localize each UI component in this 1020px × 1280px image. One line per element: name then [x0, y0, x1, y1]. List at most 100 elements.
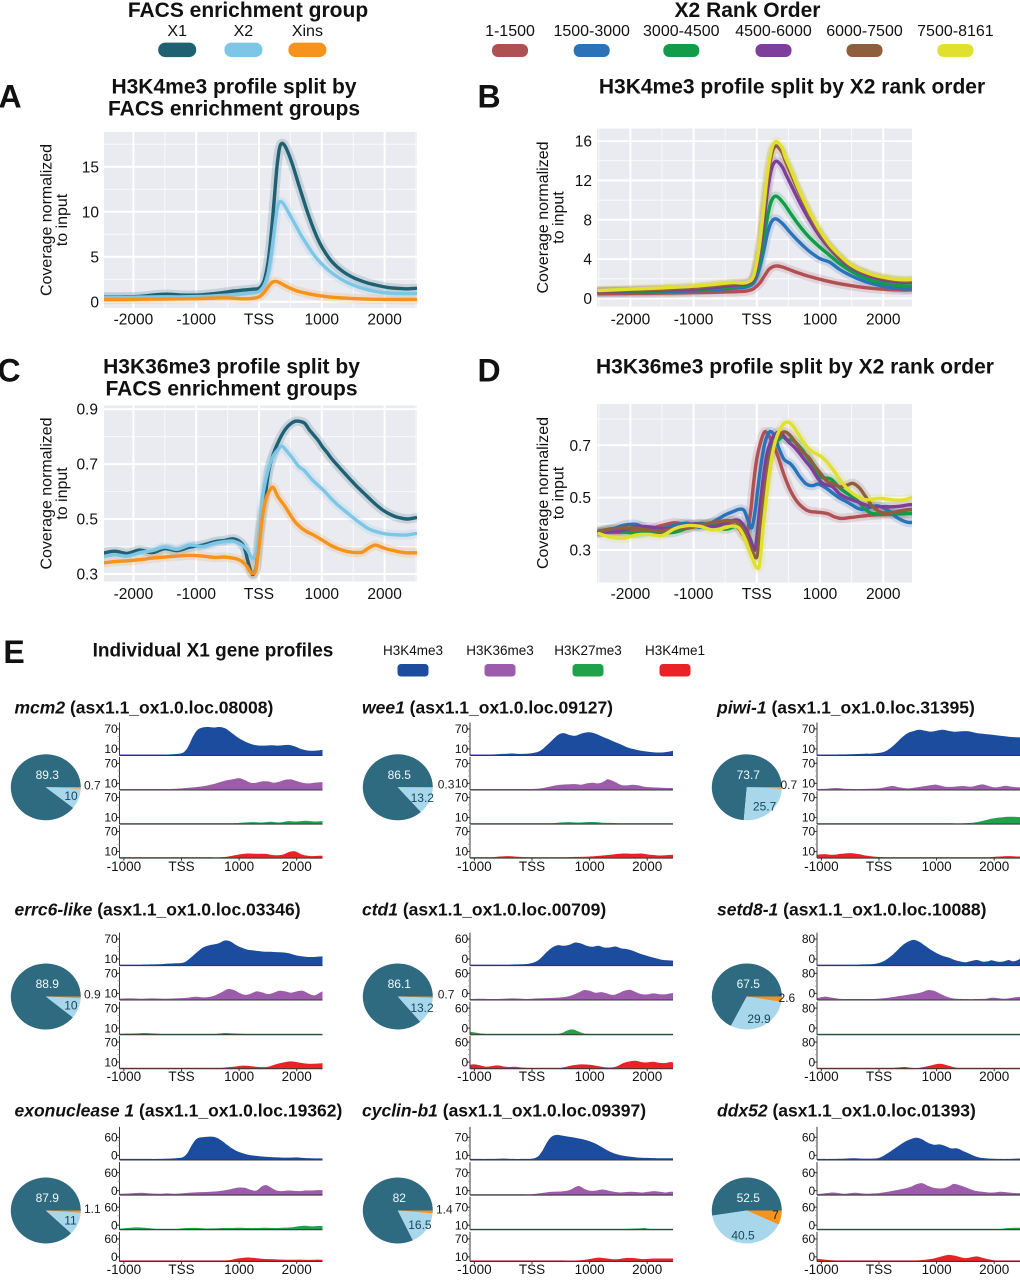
svg-text:-1000: -1000 — [457, 859, 492, 874]
svg-text:89.3: 89.3 — [36, 768, 60, 782]
svg-text:15: 15 — [82, 159, 99, 176]
svg-text:2000: 2000 — [632, 859, 662, 874]
svg-text:TSS: TSS — [168, 1262, 194, 1277]
svg-text:80: 80 — [802, 932, 816, 946]
svg-text:0: 0 — [111, 1149, 118, 1163]
svg-text:0: 0 — [809, 952, 816, 966]
svg-text:10: 10 — [104, 987, 118, 1001]
svg-text:88.9: 88.9 — [36, 977, 60, 991]
svg-text:86.1: 86.1 — [388, 977, 412, 991]
svg-text:13.2: 13.2 — [410, 1001, 434, 1015]
svg-text:10: 10 — [455, 1149, 469, 1163]
svg-text:-1000: -1000 — [674, 312, 714, 329]
svg-text:70: 70 — [104, 1035, 118, 1049]
svg-text:1000: 1000 — [575, 1069, 605, 1084]
svg-text:10: 10 — [802, 742, 816, 756]
svg-text:-1000: -1000 — [804, 1262, 839, 1277]
svg-text:wee1 (asx1.1_ox1.0.loc.09127): wee1 (asx1.1_ox1.0.loc.09127) — [362, 698, 613, 718]
svg-text:60: 60 — [455, 1035, 469, 1049]
svg-text:exonuclease 1 (asx1.1_ox1.0.lo: exonuclease 1 (asx1.1_ox1.0.loc.19362) — [15, 1101, 343, 1121]
svg-text:40.5: 40.5 — [731, 1229, 755, 1243]
svg-text:0: 0 — [809, 1184, 816, 1198]
svg-text:piwi-1 (asx1.1_ox1.0.loc.31395: piwi-1 (asx1.1_ox1.0.loc.31395) — [716, 698, 975, 718]
svg-text:0: 0 — [809, 987, 816, 1001]
svg-text:10: 10 — [455, 742, 469, 756]
svg-text:10: 10 — [104, 777, 118, 791]
svg-text:10: 10 — [104, 952, 118, 966]
svg-text:TSS: TSS — [742, 586, 772, 603]
svg-text:60: 60 — [455, 967, 469, 981]
svg-text:70: 70 — [455, 1166, 469, 1180]
svg-text:to input: to input — [551, 466, 568, 519]
svg-text:0: 0 — [809, 1149, 816, 1163]
svg-text:TSS: TSS — [519, 859, 545, 874]
svg-text:1000: 1000 — [575, 859, 605, 874]
svg-text:87.9: 87.9 — [36, 1191, 60, 1205]
svg-text:TSS: TSS — [866, 1069, 892, 1084]
svg-text:10: 10 — [802, 777, 816, 791]
svg-text:1.4: 1.4 — [436, 1202, 453, 1216]
svg-text:73.7: 73.7 — [737, 768, 761, 782]
svg-text:X2: X2 — [234, 23, 254, 40]
svg-text:1000: 1000 — [224, 1069, 254, 1084]
svg-text:29.9: 29.9 — [747, 1012, 771, 1026]
svg-text:80: 80 — [802, 1035, 816, 1049]
svg-text:70: 70 — [104, 825, 118, 839]
svg-text:82: 82 — [393, 1191, 407, 1205]
svg-text:1000: 1000 — [305, 586, 340, 603]
svg-text:0.7: 0.7 — [76, 457, 98, 474]
svg-text:Coverage normalized: Coverage normalized — [39, 144, 56, 296]
svg-text:60: 60 — [104, 1200, 118, 1214]
svg-text:86.5: 86.5 — [388, 768, 412, 782]
svg-text:0: 0 — [809, 1055, 816, 1069]
svg-text:-1000: -1000 — [107, 1069, 142, 1084]
svg-text:10: 10 — [455, 777, 469, 791]
svg-text:8: 8 — [583, 212, 592, 229]
svg-text:10: 10 — [455, 1250, 469, 1264]
svg-text:0: 0 — [462, 987, 469, 1001]
svg-text:-1000: -1000 — [804, 1069, 839, 1084]
svg-text:1000: 1000 — [224, 1262, 254, 1277]
svg-text:70: 70 — [802, 825, 816, 839]
svg-text:10: 10 — [64, 789, 78, 803]
svg-text:FACS enrichment groups: FACS enrichment groups — [105, 378, 357, 401]
svg-text:TSS: TSS — [168, 859, 194, 874]
svg-text:0.5: 0.5 — [569, 490, 591, 507]
svg-text:3000-4500: 3000-4500 — [643, 23, 720, 40]
svg-text:1000: 1000 — [922, 859, 952, 874]
svg-text:TSS: TSS — [519, 1069, 545, 1084]
svg-text:H3K4me3: H3K4me3 — [383, 643, 443, 658]
svg-text:TSS: TSS — [866, 1262, 892, 1277]
svg-text:A: A — [0, 79, 22, 115]
svg-text:11: 11 — [64, 1214, 77, 1228]
svg-text:-2000: -2000 — [114, 586, 154, 603]
svg-text:C: C — [0, 353, 21, 389]
svg-text:0.7: 0.7 — [780, 778, 797, 792]
svg-text:10: 10 — [455, 1218, 469, 1232]
svg-text:0.9: 0.9 — [84, 988, 101, 1002]
svg-text:70: 70 — [104, 967, 118, 981]
svg-text:2.6: 2.6 — [779, 991, 796, 1005]
svg-text:67.5: 67.5 — [737, 977, 761, 991]
svg-text:12: 12 — [575, 173, 592, 190]
svg-text:80: 80 — [802, 1001, 816, 1015]
svg-text:16: 16 — [575, 134, 592, 151]
svg-text:70: 70 — [104, 722, 118, 736]
svg-text:FACS enrichment group: FACS enrichment group — [128, 0, 368, 22]
svg-text:0.7: 0.7 — [84, 778, 101, 792]
svg-text:1000: 1000 — [922, 1069, 952, 1084]
svg-text:-1000: -1000 — [107, 859, 142, 874]
svg-text:TSS: TSS — [742, 312, 772, 329]
svg-text:2000: 2000 — [979, 1069, 1009, 1084]
svg-text:7: 7 — [772, 1208, 779, 1222]
svg-text:TSS: TSS — [866, 859, 892, 874]
svg-text:1000: 1000 — [575, 1262, 605, 1277]
svg-text:0.5: 0.5 — [76, 512, 98, 529]
svg-text:5: 5 — [90, 249, 99, 266]
svg-text:-2000: -2000 — [611, 312, 651, 329]
svg-text:0.7: 0.7 — [569, 438, 591, 455]
svg-text:TSS: TSS — [168, 1069, 194, 1084]
svg-text:13.2: 13.2 — [411, 791, 435, 805]
svg-text:X1: X1 — [167, 23, 187, 40]
svg-text:-2000: -2000 — [611, 586, 651, 603]
